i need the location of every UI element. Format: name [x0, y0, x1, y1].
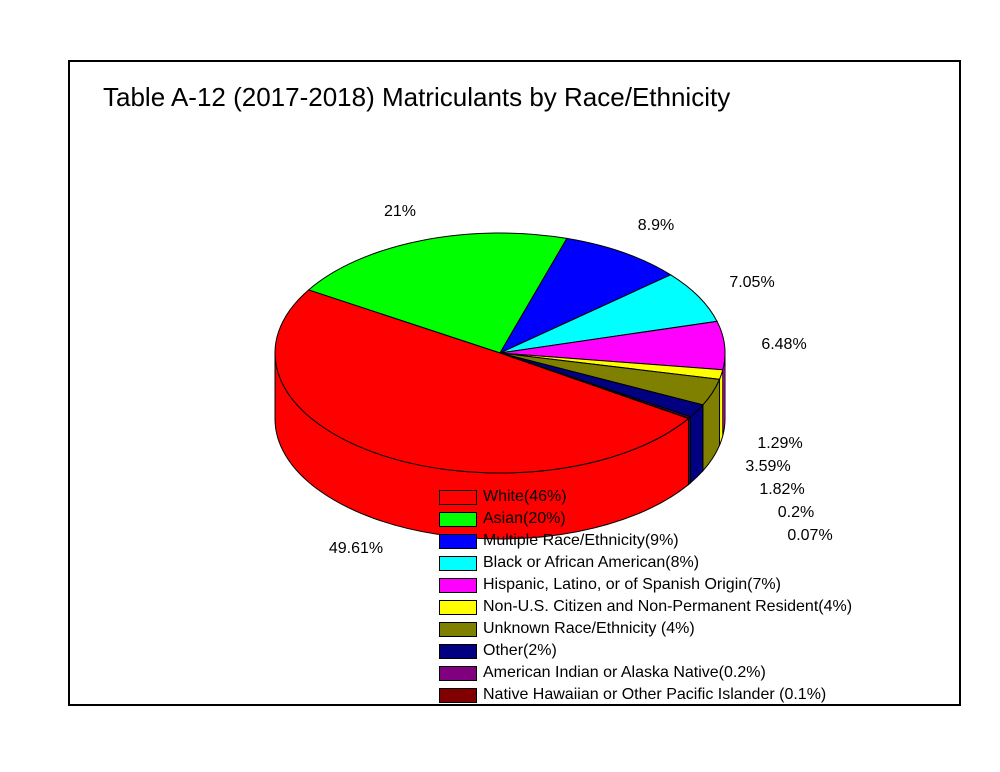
legend-item-native-hawaiian-or-other-pacific-islander-0-1: Native Hawaiian or Other Pacific Islande…	[439, 684, 852, 706]
legend-swatch	[439, 533, 477, 549]
legend-label: Hispanic, Latino, or of Spanish Origin(7…	[483, 576, 781, 593]
legend-item-hispanic-latino-or-of-spanish-origin-7: Hispanic, Latino, or of Spanish Origin(7…	[439, 574, 852, 596]
chart-frame	[68, 60, 961, 706]
legend: White(46%) Asian(20%) Multiple Race/Ethnic…	[439, 486, 852, 706]
legend-label: White(46%)	[483, 488, 567, 505]
legend-label: Unknown Race/Ethnicity (4%)	[483, 620, 695, 637]
legend-label: Non-U.S. Citizen and Non-Permanent Resid…	[483, 598, 853, 615]
legend-label: Other(2%)	[483, 642, 557, 659]
pie-slice-multiple-race-ethnicity-9[interactable]	[498, 237, 672, 355]
legend-swatch	[439, 621, 477, 637]
data-label-other-2: 1.82%	[759, 481, 804, 498]
legend-swatch	[439, 599, 477, 615]
legend-swatch	[439, 687, 477, 703]
legend-label: American Indian or Alaska Native(0.2%)	[483, 664, 766, 681]
legend-item-asian-20: Asian(20%)	[439, 508, 852, 530]
data-label-hispanic-latino-or-of-spanish-origin-7: 6.48%	[761, 336, 806, 353]
legend-item-american-indian-or-alaska-native-0-2: American Indian or Alaska Native(0.2%)	[439, 662, 852, 684]
legend-item-unknown-race-ethnicity-4: Unknown Race/Ethnicity (4%)	[439, 618, 852, 640]
legend-label: Native Hawaiian or Other Pacific Islande…	[483, 686, 827, 703]
legend-swatch	[439, 555, 477, 571]
legend-item-non-u-s-citizen-and-non-permanent-resident-4: Non-U.S. Citizen and Non-Permanent Resid…	[439, 596, 852, 618]
legend-label: Multiple Race/Ethnicity(9%)	[483, 532, 679, 549]
legend-item-other-2: Other(2%)	[439, 640, 852, 662]
data-label-white-46: 49.61%	[329, 540, 383, 557]
pie-slice-white-46[interactable]	[274, 289, 690, 474]
chart-title: Table A-12 (2017-2018) Matriculants by R…	[103, 82, 731, 112]
legend-swatch	[439, 665, 477, 681]
pie-slice-asian-20[interactable]	[307, 232, 568, 354]
legend-swatch	[439, 489, 477, 505]
legend-label: Black or African American(8%)	[483, 554, 700, 571]
data-label-unknown-race-ethnicity-4: 3.59%	[745, 458, 790, 475]
legend-swatch	[439, 511, 477, 527]
data-label-american-indian-or-alaska-native-0-2: 0.2%	[778, 504, 814, 521]
legend-item-white-46: White(46%)	[439, 486, 852, 508]
legend-item-multiple-race-ethnicity-9: Multiple Race/Ethnicity(9%)	[439, 530, 852, 552]
data-label-native-hawaiian-or-other-pacific-islander-0-1: 0.07%	[787, 527, 832, 544]
legend-label: Asian(20%)	[483, 510, 566, 527]
legend-item-black-or-african-american-8: Black or African American(8%)	[439, 552, 852, 574]
legend-swatch	[439, 643, 477, 659]
data-label-black-or-african-american-8: 7.05%	[729, 274, 774, 291]
data-label-asian-20: 21%	[384, 203, 416, 220]
legend-swatch	[439, 577, 477, 593]
pie-side-other-2	[689, 403, 704, 484]
data-label-non-u-s-citizen-and-non-permanent-resident-4: 1.29%	[757, 435, 802, 452]
data-label-multiple-race-ethnicity-9: 8.9%	[638, 217, 674, 234]
